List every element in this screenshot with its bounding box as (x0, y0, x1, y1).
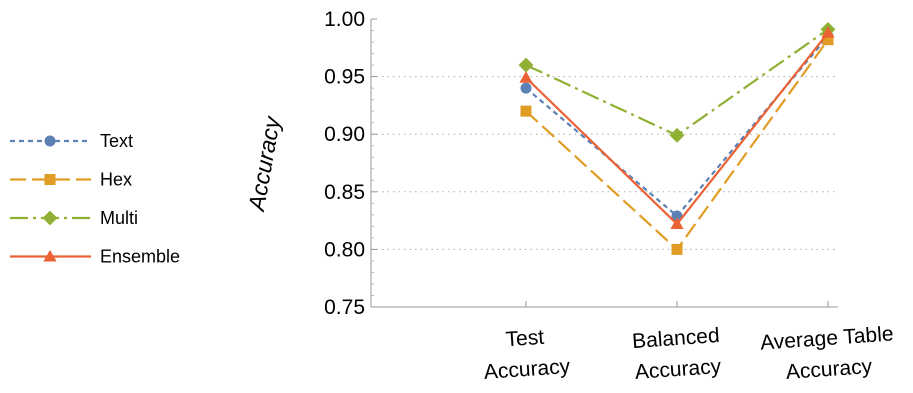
series-line (525, 28, 829, 137)
series-line (525, 35, 829, 218)
legend-label: Multi (100, 208, 138, 228)
legend-item: Multi (10, 208, 138, 228)
legend-marker (43, 249, 57, 262)
data-point (520, 105, 532, 117)
y-ticks: 0.75 0.80 0.85 0.90 0.95 1.00 (324, 8, 377, 319)
legend-item: Ensemble (10, 247, 180, 267)
series-ensemble (519, 26, 835, 230)
series-text (520, 30, 834, 222)
y-tick-label: 1.00 (324, 8, 365, 31)
y-tick-label: 0.75 (324, 296, 365, 319)
data-point (669, 127, 685, 143)
series-hex (520, 34, 834, 255)
y-tick-label: 0.95 (324, 66, 365, 89)
data-point (520, 82, 532, 94)
data-point (821, 26, 835, 38)
data-point (518, 57, 534, 73)
y-tick-label: 0.85 (324, 181, 365, 204)
x-category-label: Average TableAccuracy (759, 322, 896, 385)
legend-marker (44, 174, 56, 185)
legend-marker (42, 210, 58, 226)
legend-marker (44, 135, 56, 147)
x-category-label: BalancedAccuracy (631, 324, 722, 384)
series-group (518, 21, 836, 255)
y-axis-title: Accuracy (243, 113, 286, 214)
y-tick-label: 0.90 (324, 123, 365, 146)
data-point (671, 210, 683, 222)
grid-lines (371, 76, 838, 250)
legend-label: Hex (100, 170, 132, 190)
data-point (671, 243, 683, 255)
data-point (670, 217, 684, 230)
axes (370, 19, 838, 308)
legend-label: Ensemble (100, 247, 180, 267)
x-category-labels: TestAccuracy BalancedAccuracy Average Tabl… (481, 301, 896, 385)
data-point (519, 71, 533, 83)
legend-item: Hex (10, 170, 132, 190)
x-category-label: TestAccuracy (481, 324, 571, 384)
y-tick-label: 0.80 (324, 238, 365, 261)
legend-label: Text (100, 131, 133, 151)
data-point (822, 34, 834, 46)
legend-item: Text (10, 131, 133, 151)
legend: Text Hex Multi Ensemble (10, 131, 180, 267)
